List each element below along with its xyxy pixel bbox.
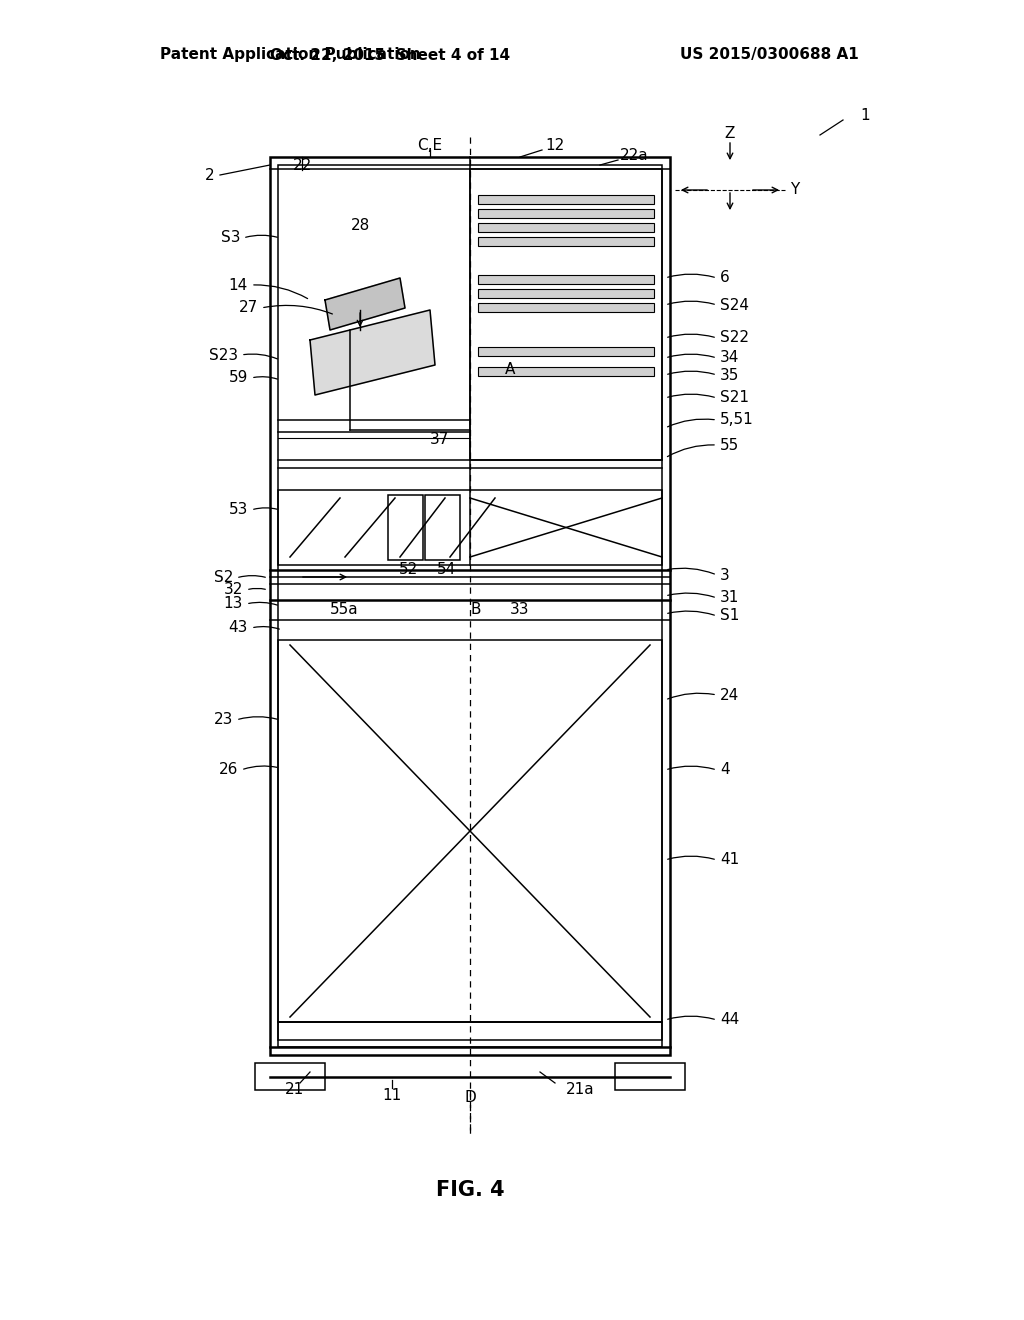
Text: Z: Z bbox=[725, 125, 735, 140]
Text: 37: 37 bbox=[430, 433, 450, 447]
Text: 31: 31 bbox=[720, 590, 739, 606]
Text: 3: 3 bbox=[720, 568, 730, 582]
Text: 55a: 55a bbox=[330, 602, 358, 618]
Bar bbox=[478, 238, 654, 246]
Text: S3: S3 bbox=[220, 231, 240, 246]
Text: 59: 59 bbox=[228, 371, 248, 385]
Bar bbox=[615, 1063, 685, 1090]
Text: 14: 14 bbox=[228, 277, 248, 293]
Text: 22a: 22a bbox=[620, 148, 648, 162]
Text: A: A bbox=[505, 363, 515, 378]
Text: S1: S1 bbox=[720, 609, 739, 623]
Text: 4: 4 bbox=[720, 763, 730, 777]
Text: FIG. 4: FIG. 4 bbox=[435, 1180, 504, 1200]
Text: 44: 44 bbox=[720, 1012, 739, 1027]
Bar bbox=[478, 209, 654, 218]
Text: 1: 1 bbox=[860, 107, 869, 123]
Bar bbox=[478, 367, 654, 376]
Bar bbox=[278, 640, 662, 1022]
Text: 24: 24 bbox=[720, 688, 739, 702]
Bar bbox=[478, 304, 654, 312]
Text: 26: 26 bbox=[219, 763, 238, 777]
Text: 11: 11 bbox=[382, 1088, 401, 1102]
Text: 55: 55 bbox=[720, 437, 739, 453]
Text: 52: 52 bbox=[398, 562, 418, 578]
Bar bbox=[425, 495, 460, 560]
Bar bbox=[255, 1063, 325, 1090]
Text: Oct. 22, 2015  Sheet 4 of 14: Oct. 22, 2015 Sheet 4 of 14 bbox=[270, 48, 510, 62]
Text: 22: 22 bbox=[293, 157, 311, 173]
Bar bbox=[478, 223, 654, 232]
Text: 23: 23 bbox=[214, 713, 233, 727]
Text: S2: S2 bbox=[214, 570, 233, 586]
Text: 2: 2 bbox=[206, 168, 215, 182]
Bar bbox=[388, 495, 423, 560]
Bar bbox=[478, 347, 654, 356]
Text: C,E: C,E bbox=[418, 137, 442, 153]
Text: 34: 34 bbox=[720, 351, 739, 366]
Text: S24: S24 bbox=[720, 297, 749, 313]
Text: 5,51: 5,51 bbox=[720, 412, 754, 428]
Text: 13: 13 bbox=[223, 597, 243, 611]
Text: S22: S22 bbox=[720, 330, 749, 346]
Bar bbox=[270, 157, 670, 1055]
Text: D: D bbox=[464, 1090, 476, 1106]
Text: B: B bbox=[470, 602, 480, 618]
Bar bbox=[278, 490, 662, 565]
Text: 21a: 21a bbox=[565, 1082, 594, 1097]
Text: S21: S21 bbox=[720, 391, 749, 405]
Text: 32: 32 bbox=[223, 582, 243, 598]
Text: 12: 12 bbox=[545, 137, 564, 153]
Bar bbox=[478, 195, 654, 205]
Text: 35: 35 bbox=[720, 367, 739, 383]
Bar bbox=[478, 275, 654, 284]
Text: 41: 41 bbox=[720, 853, 739, 867]
Text: Patent Application Publication: Patent Application Publication bbox=[160, 48, 421, 62]
Text: 54: 54 bbox=[437, 562, 457, 578]
Bar bbox=[278, 1022, 662, 1040]
Text: 33: 33 bbox=[510, 602, 529, 618]
Text: 6: 6 bbox=[720, 271, 730, 285]
Bar bbox=[278, 165, 662, 1047]
Text: US 2015/0300688 A1: US 2015/0300688 A1 bbox=[680, 48, 859, 62]
Text: 53: 53 bbox=[228, 503, 248, 517]
Text: S23: S23 bbox=[209, 347, 238, 363]
Text: 28: 28 bbox=[350, 218, 370, 232]
Bar bbox=[470, 169, 662, 459]
Text: 27: 27 bbox=[239, 301, 258, 315]
Bar bbox=[478, 289, 654, 298]
Text: 43: 43 bbox=[228, 620, 248, 635]
Text: 21: 21 bbox=[286, 1082, 304, 1097]
Polygon shape bbox=[310, 310, 435, 395]
Text: Y: Y bbox=[790, 182, 800, 198]
Polygon shape bbox=[325, 279, 406, 330]
